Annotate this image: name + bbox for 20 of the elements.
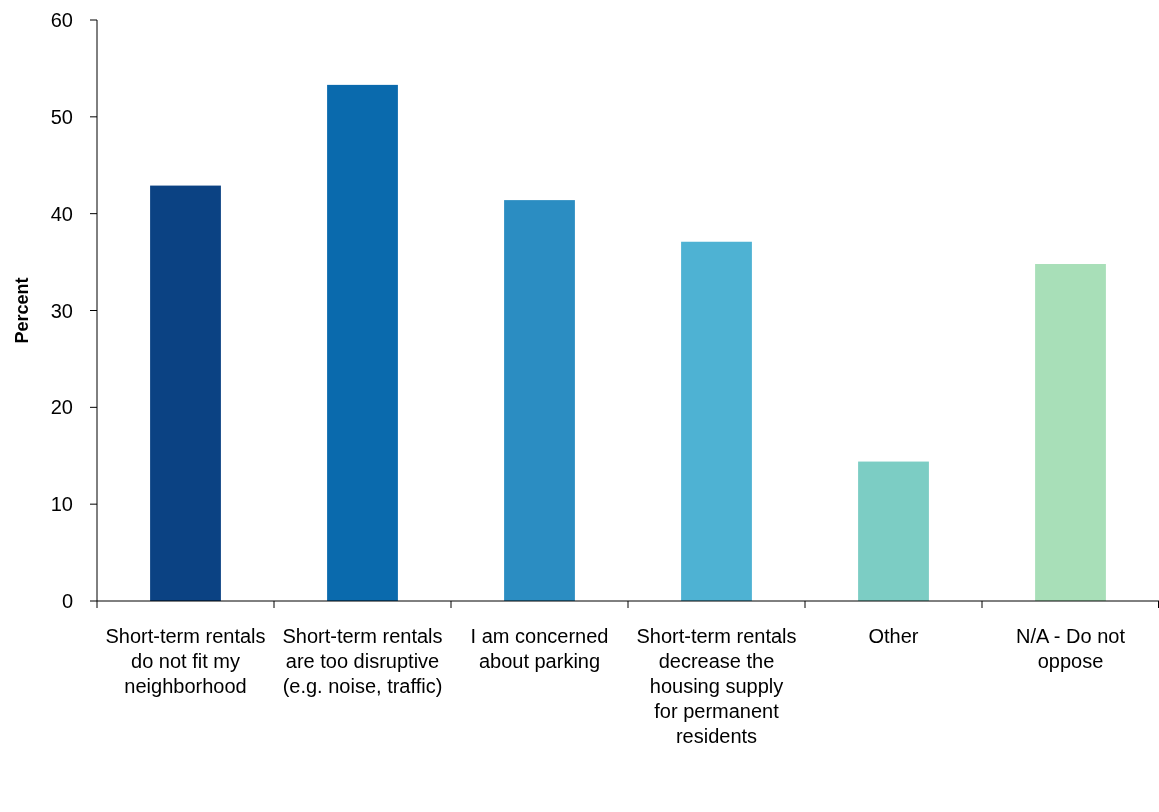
bar xyxy=(681,241,752,601)
y-tick-label: 40 xyxy=(50,202,73,225)
x-tick-label: Short-term rentals are too disruptive (e.g. noise, traffic) xyxy=(282,625,443,697)
y-axis-title: Percent xyxy=(12,277,32,344)
x-tick-label: Short-term rentals do not fit my neighborhood xyxy=(105,625,266,697)
y-tick-label: 20 xyxy=(50,396,73,419)
bar xyxy=(1035,264,1106,601)
bar xyxy=(327,84,398,601)
x-tick-label: I am concerned about parking xyxy=(470,625,609,672)
x-tick-label: Short-term rentals decrease the housing supply for permanent residents xyxy=(636,625,797,747)
bar xyxy=(858,461,929,601)
bar xyxy=(504,200,575,601)
y-tick-label: 10 xyxy=(50,493,73,516)
bar xyxy=(150,185,221,601)
y-tick-label: 0 xyxy=(61,590,73,612)
y-tick-label: 60 xyxy=(50,9,73,31)
x-tick-label: Other xyxy=(868,625,919,647)
y-tick-label: 50 xyxy=(50,105,73,128)
y-tick-label: 30 xyxy=(50,299,73,322)
x-tick-label: N/A - Do not oppose xyxy=(1016,625,1126,672)
